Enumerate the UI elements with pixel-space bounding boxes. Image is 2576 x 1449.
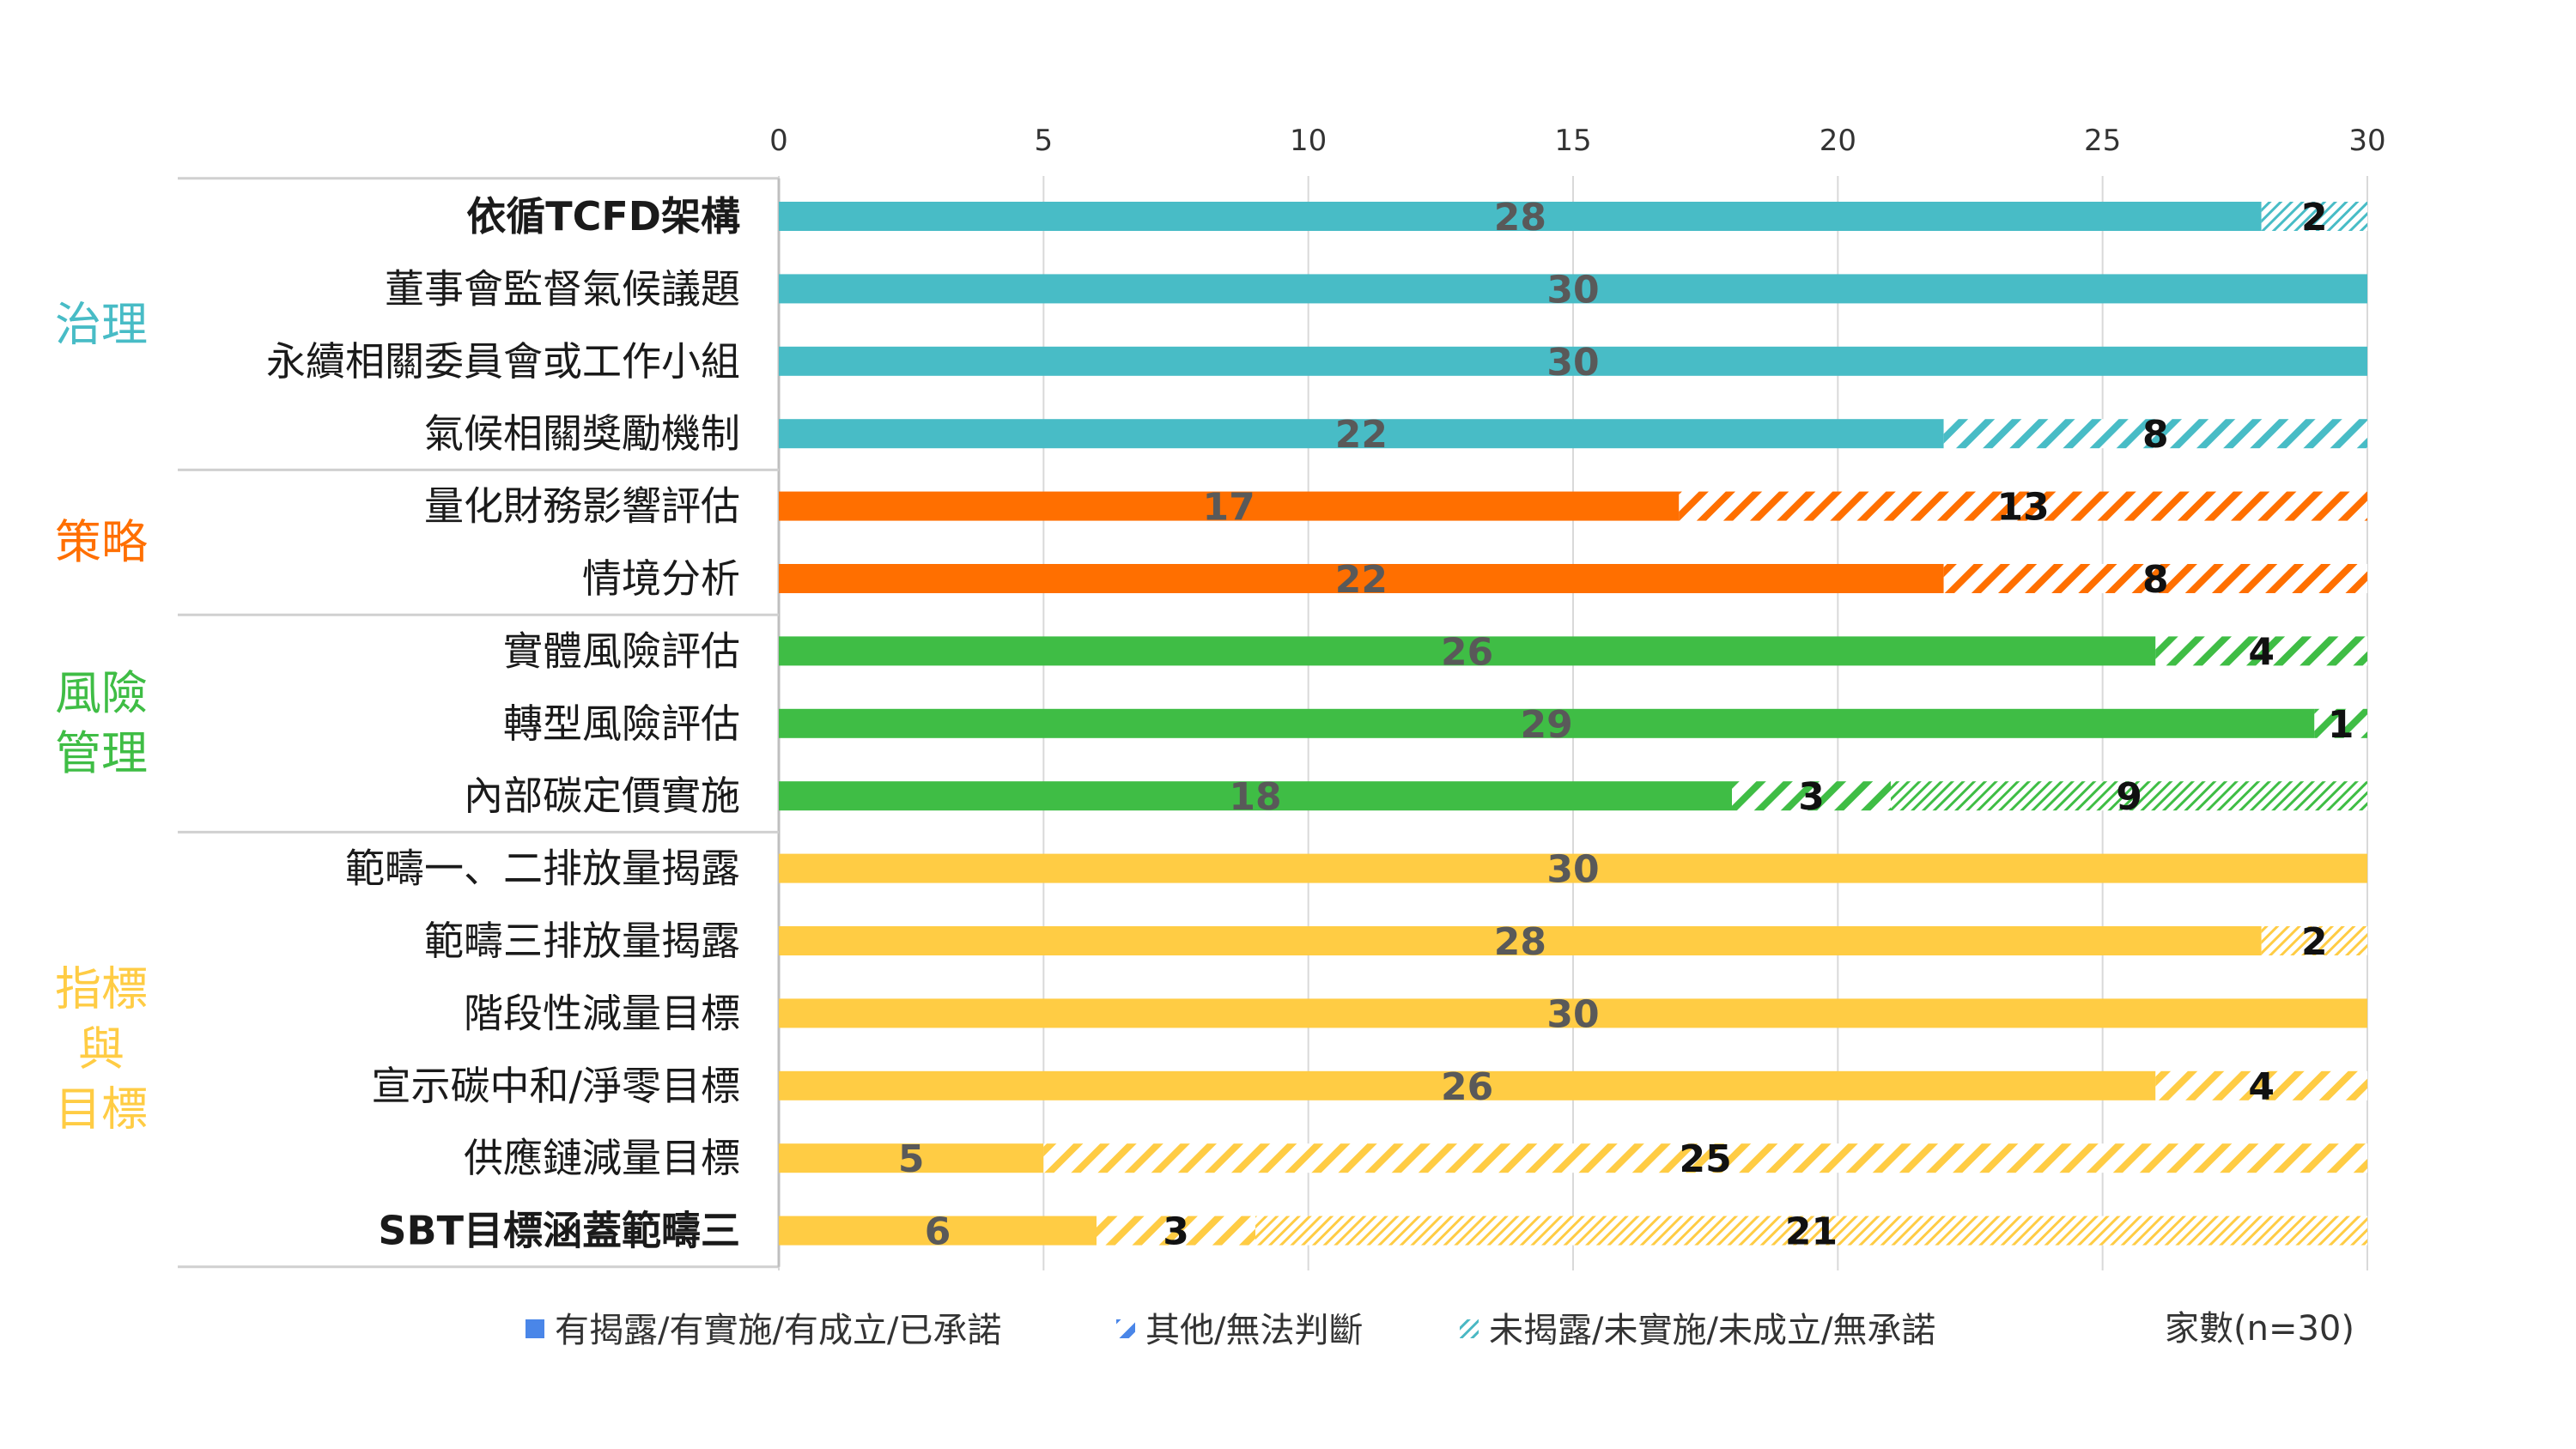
data-label: 25 [1680,1137,1732,1181]
x-tick-label: 30 [2348,124,2385,158]
bar-segment [779,853,2367,883]
legend-swatch [526,1319,544,1338]
data-label: 30 [1546,341,1599,385]
data-label: 26 [1441,630,1493,674]
bar-segment [1943,564,2367,593]
category-label: 董事會監督氣候議題 [385,265,740,312]
group-label: 風險管理 [55,666,148,780]
legend-swatch [1116,1319,1135,1338]
data-label: 21 [1785,1210,1838,1254]
category-label: 供應鏈減量目標 [464,1135,740,1181]
bar-segment [779,1070,2156,1100]
x-tick-label: 0 [769,124,788,158]
legend-swatch [1460,1319,1479,1338]
data-label: 4 [2248,1065,2275,1109]
data-label: 4 [2248,630,2275,674]
bar-segment [2261,926,2367,955]
bar-segment [779,491,1680,521]
data-label: 13 [1997,486,2050,530]
category-label: SBT目標涵蓋範疇三 [378,1208,740,1254]
category-label: 轉型風險評估 [503,700,740,747]
bar-segment [1679,491,2367,521]
data-label: 5 [898,1137,925,1181]
data-label: 30 [1546,992,1599,1036]
bar-segment [779,926,2262,955]
category-label: 量化財務影響評估 [424,483,740,530]
data-label: 22 [1335,558,1388,602]
bar-segment [779,346,2367,376]
bar-segment [779,419,1944,449]
legend-label: 未揭露/未實施/未成立/無承諾 [1489,1311,1935,1350]
data-label: 1 [2328,703,2354,747]
bar-segment [1891,781,2367,811]
category-label: 永續相關委員會或工作小組 [266,338,740,385]
bar-segment [779,998,2367,1028]
bar-segment [2314,708,2367,738]
data-label: 30 [1546,268,1599,312]
bar-segment [779,636,2156,666]
group-label: 策略 [55,515,148,569]
bar-segment [1043,1143,2367,1173]
data-label: 2 [2301,920,2328,964]
x-tick-label: 5 [1035,124,1054,158]
data-label: 22 [1335,413,1388,457]
bar-segment [779,1143,1044,1173]
category-label: 依循TCFD架構 [466,193,740,239]
data-label: 28 [1494,196,1546,239]
category-label: 實體風險評估 [503,627,740,674]
group-label: 指標與目標 [55,962,148,1137]
data-label: 28 [1494,920,1546,964]
x-tick-label: 15 [1554,124,1591,158]
data-label: 8 [2142,558,2169,602]
data-label: 17 [1203,486,1255,530]
data-label: 30 [1546,848,1599,892]
category-label: 範疇一、二排放量揭露 [345,846,740,892]
group-label: 治理 [55,298,148,352]
data-label: 3 [1798,775,1825,819]
category-label: 氣候相關獎勵機制 [424,410,740,457]
bar-segment [1732,781,1891,811]
bar-segment [779,564,1944,593]
data-label: 29 [1521,703,1573,747]
category-label: 階段性減量目標 [464,990,740,1036]
bar-segment [779,202,2262,231]
data-label: 18 [1229,775,1281,819]
data-label: 6 [925,1210,951,1254]
x-tick-label: 10 [1290,124,1327,158]
legend-label: 其他/無法判斷 [1145,1311,1363,1350]
data-label: 9 [2116,775,2142,819]
category-label: 情境分析 [582,555,740,602]
data-label: 3 [1163,1210,1189,1254]
x-tick-label: 20 [1820,124,1856,158]
bar-segment [1097,1216,1255,1246]
bar-segment [779,781,1732,811]
bar-segment [779,1216,1097,1246]
data-label: 8 [2142,413,2169,457]
bar-segment [1255,1216,2367,1246]
category-label: 宣示碳中和/淨零目標 [372,1063,741,1109]
bar-segment [779,708,2315,738]
data-label: 26 [1441,1065,1493,1109]
bar-segment [1943,419,2367,449]
category-label: 範疇三排放量揭露 [424,918,740,964]
bar-segment [779,274,2367,304]
data-label: 2 [2301,196,2328,239]
bar-segment [2155,636,2367,666]
legend-label: 有揭露/有實施/有成立/已承諾 [555,1311,1001,1350]
unit-label: 家數(n=30) [2165,1309,2354,1349]
bar-segment [2261,202,2367,231]
category-label: 內部碳定價實施 [464,773,740,819]
x-tick-label: 25 [2084,124,2121,158]
bar-segment [2155,1070,2367,1100]
